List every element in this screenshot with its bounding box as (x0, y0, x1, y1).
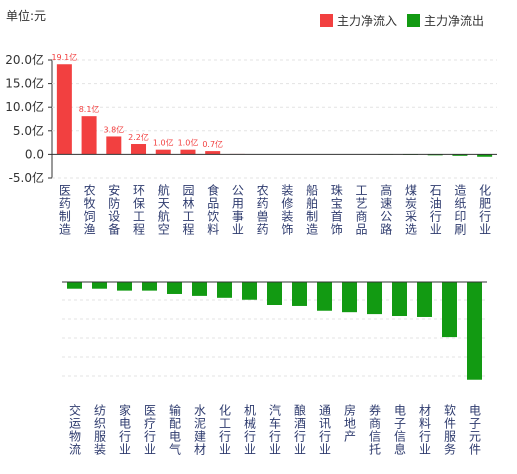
value-label: 8.1亿 (79, 104, 100, 114)
bar (142, 282, 157, 291)
x-tick-label: 安防设备 (107, 183, 121, 236)
bar (117, 282, 132, 291)
value-label: 2.2亿 (128, 132, 149, 142)
bar (131, 144, 147, 155)
x-tick-label: 化工行业 (218, 404, 232, 456)
x-tick-label: 高速公路 (379, 183, 393, 236)
x-tick-label: 农牧饲渔 (82, 184, 96, 236)
bar (392, 282, 407, 317)
y-tick-label: 20.0亿 (5, 52, 44, 67)
bar (242, 282, 257, 300)
x-tick-label: 汽车行业 (268, 403, 282, 456)
value-label: 1.0亿 (178, 138, 199, 148)
x-tick-label: 珠宝首饰 (329, 184, 343, 236)
bar (205, 151, 221, 155)
bar (342, 282, 357, 313)
legend-label: 主力净流入 (337, 14, 397, 28)
x-tick-label: 农药兽药 (255, 184, 269, 236)
legend-swatch (320, 14, 333, 27)
bar (292, 282, 307, 306)
bar (317, 282, 332, 311)
bar (477, 154, 493, 157)
bar (217, 282, 232, 298)
x-tick-label: 石油行业 (428, 184, 442, 236)
x-tick-label: 家电行业 (118, 403, 132, 456)
y-tick-label: 5.0亿 (13, 123, 44, 138)
x-tick-label: 工艺商品 (354, 184, 368, 236)
value-label: 19.1亿 (51, 52, 77, 62)
x-tick-label: 公用事业 (230, 184, 244, 236)
value-label: 0.7亿 (202, 139, 223, 149)
x-tick-label: 食品饮料 (206, 183, 220, 236)
bar (81, 116, 97, 155)
x-tick-label: 通讯行业 (318, 404, 332, 456)
x-tick-label: 装修装饰 (280, 184, 294, 236)
x-tick-label: 医药制造 (57, 184, 71, 236)
bar (155, 149, 171, 155)
bar (92, 282, 107, 289)
x-tick-label: 房地产 (343, 403, 357, 443)
x-tick-label: 航天航空 (156, 183, 170, 236)
bar (106, 136, 122, 155)
y-tick-label: -5.0亿 (9, 170, 44, 185)
bar (417, 282, 432, 317)
bar (467, 282, 482, 380)
x-tick-label: 化肥行业 (478, 184, 492, 236)
legend-label: 主力净流出 (424, 14, 484, 28)
bar (442, 282, 457, 338)
x-tick-label: 煤炭采选 (403, 184, 417, 236)
bar (192, 282, 207, 296)
x-tick-label: 机械行业 (243, 404, 257, 456)
value-label: 1.0亿 (153, 138, 174, 148)
value-label: 3.8亿 (103, 124, 124, 134)
x-tick-label: 造纸印刷 (453, 184, 467, 236)
x-tick-label: 医疗行业 (143, 404, 157, 456)
x-tick-label: 酿酒行业 (293, 403, 307, 456)
x-tick-label: 电子信息 (393, 404, 407, 456)
y-tick-label: 0.0 (25, 147, 44, 161)
x-tick-label: 输配电气 (168, 403, 182, 456)
x-tick-label: 纺织服装 (93, 404, 107, 456)
x-tick-label: 船舶制造 (305, 184, 319, 236)
x-tick-label: 园林工程 (181, 184, 195, 236)
x-tick-label: 交运物流 (68, 403, 82, 456)
legend-swatch (407, 14, 420, 27)
x-tick-label: 电子元件 (468, 404, 482, 456)
y-tick-label: 10.0亿 (5, 99, 44, 114)
bar (367, 282, 382, 315)
x-tick-label: 软件服务 (443, 404, 457, 456)
bar (167, 282, 182, 294)
unit-label: 单位:元 (6, 8, 46, 23)
x-tick-label: 券商信托 (368, 403, 382, 456)
y-tick-label: 15.0亿 (5, 76, 44, 91)
x-tick-label: 材料行业 (418, 404, 432, 456)
bar (452, 154, 468, 156)
bar (56, 64, 72, 155)
bar (67, 282, 82, 289)
bar (267, 282, 282, 305)
x-tick-label: 环保工程 (132, 184, 146, 236)
bar (180, 149, 196, 155)
x-tick-label: 水泥建材 (193, 404, 207, 456)
